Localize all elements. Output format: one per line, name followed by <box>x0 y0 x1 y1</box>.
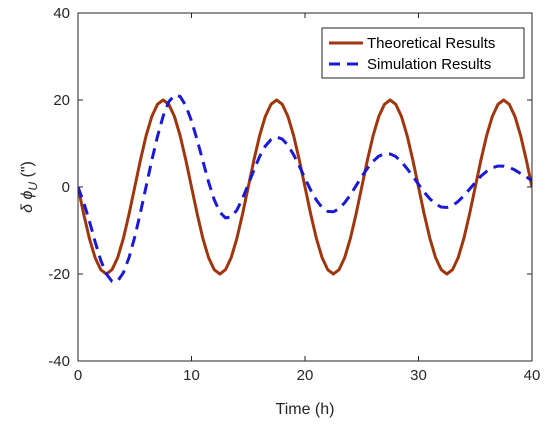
x-axis-label: Time (h) <box>276 401 335 418</box>
legend-box <box>321 27 525 79</box>
series-line-2 <box>78 93 532 283</box>
y-tick-label: 0 <box>62 179 70 196</box>
y-tick-label: -20 <box>48 266 70 283</box>
x-tick-label: 0 <box>74 367 82 384</box>
y-tick-label: 20 <box>53 92 70 109</box>
y-axis-label: δ ϕU (") <box>19 161 40 213</box>
y-axis-label-symbol: δ ϕ <box>19 191 36 213</box>
y-axis-label-unit: (") <box>19 161 36 182</box>
y-tick-label: -40 <box>48 353 70 370</box>
series-layer <box>78 93 532 283</box>
x-tick-label: 20 <box>297 367 314 384</box>
series-line-1 <box>78 98 532 276</box>
x-tick-label: 40 <box>524 367 541 384</box>
y-axis-label-subscript: U <box>26 182 40 191</box>
y-tick-label: 40 <box>53 5 70 22</box>
legend: Theoretical Results Simulation Results <box>321 27 525 79</box>
x-tick-label: 10 <box>183 367 200 384</box>
legend-label-2: Simulation Results <box>367 56 491 73</box>
legend-label-1: Theoretical Results <box>367 35 495 52</box>
axes-ticks: 0 10 20 30 40 -40 -20 0 20 40 <box>48 5 540 384</box>
x-tick-label: 30 <box>410 367 427 384</box>
